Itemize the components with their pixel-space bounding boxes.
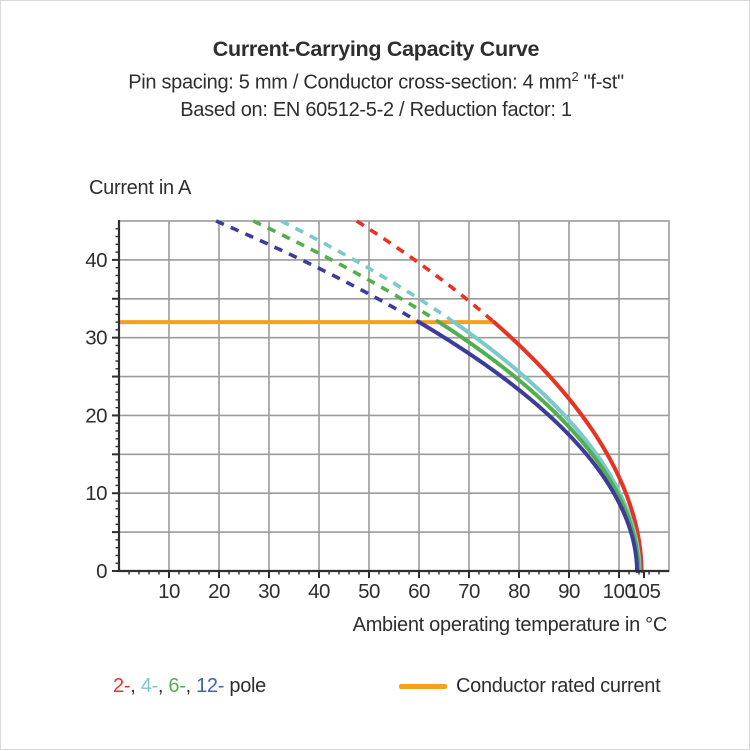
curve-2-pole-dashed: [355, 219, 496, 324]
legend-label-12-pole: 12-: [196, 675, 225, 697]
rated-current-label: Conductor rated current: [456, 675, 661, 697]
y-tick-label: 40: [85, 249, 107, 272]
x-tick-label: 10: [158, 580, 180, 603]
x-tick-label: 20: [208, 580, 230, 603]
x-tick-label: 60: [408, 580, 430, 603]
chart-subtitle-1: Pin spacing: 5 mm / Conductor cross-sect…: [1, 63, 750, 97]
y-axis-title: Current in A: [89, 177, 192, 199]
plot-border: [118, 220, 670, 572]
x-axis-title: Ambient operating temperature in °C: [352, 614, 668, 636]
subtitle-prefix: Pin spacing: 5 mm / Conductor cross-sect…: [128, 71, 572, 94]
curve-2-pole-solid: [492, 320, 644, 573]
y-tick-label: 0: [96, 560, 107, 583]
y-tick-label: 30: [85, 327, 107, 350]
x-tick-label: 105: [628, 580, 661, 603]
x-tick-label: 30: [258, 580, 280, 603]
legend-label-2-pole: 2-: [113, 675, 131, 697]
legend-separator: ,: [130, 675, 141, 697]
legend-separator: ,: [185, 675, 197, 697]
chart-title: Current-Carrying Capacity Curve: [212, 37, 540, 61]
x-tick-label: 100: [603, 580, 636, 603]
legend-poles: 2-, 4-, 6-, 12- pole: [113, 675, 266, 698]
legend-label-4-pole: 4-: [140, 675, 158, 697]
curve-6-pole-dashed: [252, 219, 440, 324]
x-tick-label: 70: [458, 580, 480, 603]
y-tick-label: 20: [85, 404, 107, 427]
legend-rated-current: Conductor rated current: [399, 675, 661, 698]
curve-4-pole-solid: [452, 320, 642, 573]
legend-separator: ,: [157, 675, 169, 697]
curve-12-pole-dashed: [215, 219, 420, 324]
chart-subtitle-2: Based on: EN 60512-5-2 / Reduction facto…: [180, 98, 572, 121]
subtitle-suffix: "f-st": [578, 71, 624, 94]
x-tick-label: 80: [508, 580, 530, 603]
curve-4-pole-dashed: [280, 219, 456, 324]
x-tick-label: 90: [558, 580, 580, 603]
curve-12-pole-solid: [417, 320, 639, 573]
legend-label-6-pole: 6-: [168, 675, 186, 697]
legend-suffix: pole: [224, 675, 266, 697]
chart-header: Current-Carrying Capacity Curve Pin spac…: [1, 35, 750, 124]
x-tick-label: 50: [358, 580, 380, 603]
subtitle-superscript: 2: [571, 69, 579, 84]
rated-current-swatch: [399, 684, 447, 689]
y-tick-label: 10: [85, 482, 107, 505]
x-tick-label: 40: [308, 580, 330, 603]
